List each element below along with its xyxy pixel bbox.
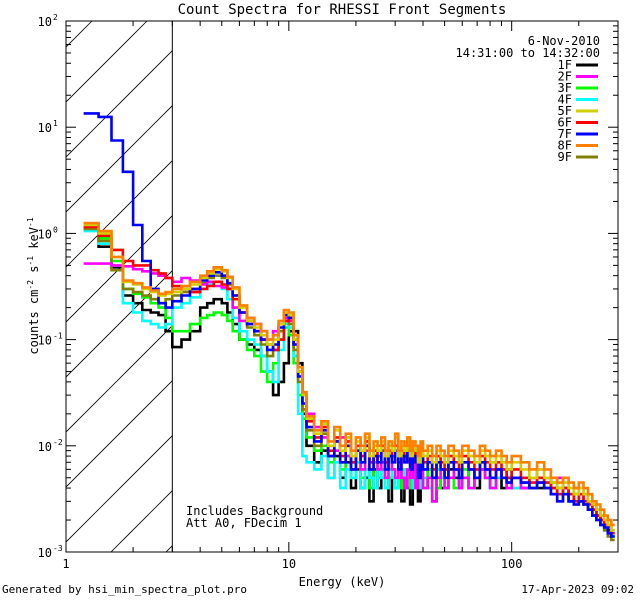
date-label: 6-Nov-2010 xyxy=(528,34,600,48)
time-range-label: 14:31:00 to 14:32:00 xyxy=(456,46,601,60)
y-tick-label: 10 xyxy=(38,334,52,348)
y-axis-label: counts cm-2 s-1 keV-1 xyxy=(26,217,41,354)
x-axis-label: Energy (keV) xyxy=(299,575,386,589)
y-tick-exponent: -3 xyxy=(53,544,63,553)
y-tick-label: 10 xyxy=(38,440,52,454)
y-tick-label: 10 xyxy=(38,121,52,135)
hatch-line xyxy=(66,215,173,323)
legend-label-8F: 8F xyxy=(558,139,572,153)
series-line-7F xyxy=(83,112,615,538)
legend-label-7F: 7F xyxy=(558,127,572,141)
hatch-line xyxy=(66,380,173,488)
y-tick-label: 10 xyxy=(38,546,52,560)
legend-label-3F: 3F xyxy=(558,81,572,95)
hatch-line xyxy=(66,435,173,543)
x-tick-label: 10 xyxy=(282,557,296,571)
chart-title: Count Spectra for RHESSI Front Segments xyxy=(178,2,507,18)
y-tick-label: 10 xyxy=(38,15,52,29)
legend-label-5F: 5F xyxy=(558,104,572,118)
y-tick-exponent: 1 xyxy=(53,119,58,128)
hatched-region xyxy=(66,21,173,552)
hatch-line xyxy=(66,105,173,213)
annotation-attenuator: Att A0, FDecim 1 xyxy=(186,516,302,530)
y-tick-exponent: -2 xyxy=(53,438,63,447)
y-tick-exponent: -1 xyxy=(53,332,63,341)
y-tick-exponent: 2 xyxy=(53,13,58,22)
x-tick-label: 1 xyxy=(62,557,69,571)
footer-timestamp: 17-Apr-2023 09:02 xyxy=(521,583,634,596)
y-tick-exponent: 0 xyxy=(53,225,58,234)
series-line-8F xyxy=(83,221,615,527)
footer-generated-by: Generated by hsi_min_spectra_plot.pro xyxy=(2,583,248,596)
hatch-line xyxy=(66,50,173,158)
legend-label-2F: 2F xyxy=(558,70,572,84)
annotation-background: Includes Background xyxy=(186,504,323,518)
legend-label-1F: 1F xyxy=(558,58,572,72)
plot-frame xyxy=(65,20,619,553)
hatch-line xyxy=(66,270,173,378)
legend-label-9F: 9F xyxy=(558,150,572,164)
legend-label-4F: 4F xyxy=(558,93,572,107)
legend-label-6F: 6F xyxy=(558,116,572,130)
x-tick-label: 100 xyxy=(501,557,523,571)
y-tick-label: 10 xyxy=(38,227,52,241)
